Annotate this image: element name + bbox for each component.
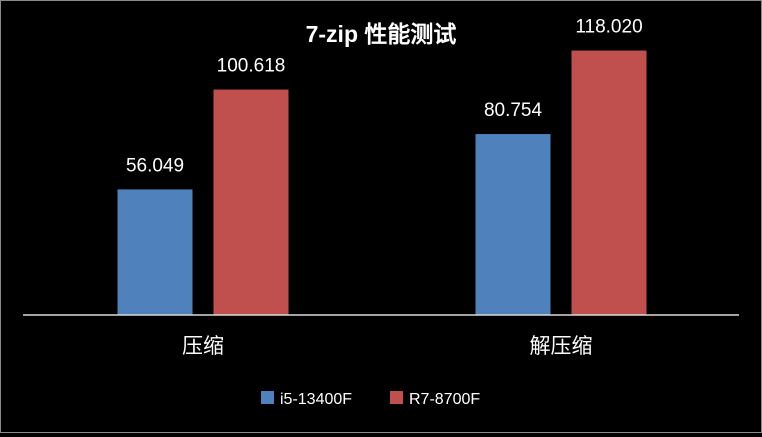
data-label: 118.020 — [575, 17, 642, 38]
bar-i5-13400F-1 — [475, 134, 551, 315]
legend: i5-13400F R7-8700F — [261, 391, 480, 408]
legend-label: R7-8700F — [409, 391, 480, 408]
legend-label: i5-13400F — [280, 391, 352, 408]
bar-R7-8700F-0 — [213, 89, 289, 315]
bar-R7-8700F-1 — [571, 50, 647, 315]
data-label: 100.618 — [217, 56, 286, 77]
category-label: 解压缩 — [530, 335, 593, 358]
data-label: 80.754 — [484, 100, 543, 121]
chart-title: 7-zip 性能测试 — [306, 21, 457, 47]
data-label: 56.049 — [126, 155, 184, 176]
bar-i5-13400F-0 — [117, 189, 193, 315]
category-label: 压缩 — [182, 335, 224, 358]
legend-swatch — [261, 391, 274, 404]
legend-swatch — [390, 391, 403, 404]
